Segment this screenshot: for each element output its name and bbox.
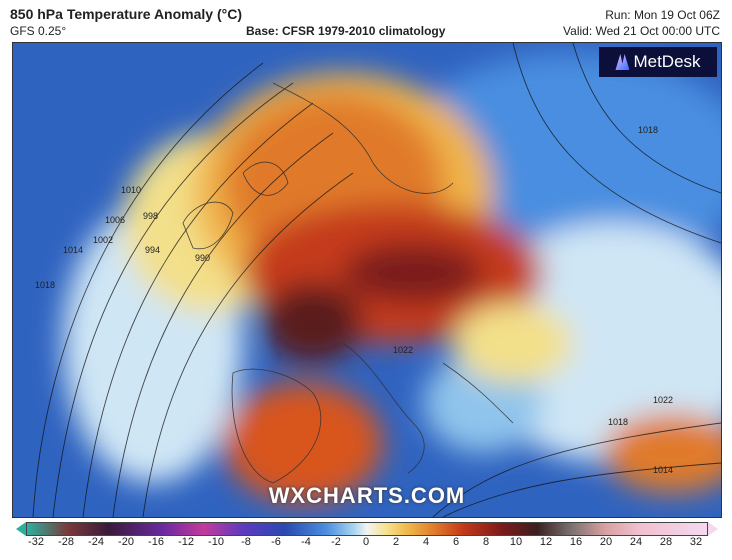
colorbar-tick-label: -12 xyxy=(178,536,194,548)
colorbar-tick-label: 20 xyxy=(599,536,613,548)
colorbar-left-arrow xyxy=(16,522,26,536)
isobar-label: 1018 xyxy=(608,417,628,427)
model-label: GFS 0.25° xyxy=(10,24,67,38)
run-time-label: Run: Mon 19 Oct 06Z xyxy=(605,8,720,22)
colorbar-tick-label: -32 xyxy=(28,536,44,548)
colorbar-tick-label: -4 xyxy=(301,536,311,548)
isobar-label: 1014 xyxy=(653,465,673,475)
colorbar-tick-label: 12 xyxy=(539,536,553,548)
isobar-label: 1002 xyxy=(93,235,113,245)
colorbar-ticks: -32 -28 -24 -20 -16 -12 -10 -8 -6 -4 -2 0 2 4 6 8 10 12 16… xyxy=(26,536,706,554)
colorbar-tick-label: -20 xyxy=(118,536,134,548)
metdesk-logo-text: MetDesk xyxy=(633,52,701,71)
chart-title: 850 hPa Temperature Anomaly (°C) xyxy=(10,6,242,22)
colorbar-tick-label: -16 xyxy=(148,536,164,548)
colorbar-tick-label: 4 xyxy=(422,536,430,548)
isobar-label: 1014 xyxy=(63,245,83,255)
climatology-base-label: Base: CFSR 1979-2010 climatology xyxy=(246,24,446,38)
colorbar-tick-label: 32 xyxy=(689,536,703,548)
isobar-label: 1006 xyxy=(105,215,125,225)
anomaly-field xyxy=(63,53,721,503)
isobar-label: 994 xyxy=(145,245,160,255)
isobar-label: 1010 xyxy=(121,185,141,195)
colorbar-tick-label: 10 xyxy=(509,536,523,548)
map-canvas: 1002 1010 1006 998 994 990 1014 1018 102… xyxy=(13,43,721,517)
colorbar-tick-label: -2 xyxy=(331,536,341,548)
coastlines xyxy=(182,82,514,484)
valid-time-label: Valid: Wed 21 Oct 00:00 UTC xyxy=(563,24,720,38)
isobar-lines xyxy=(32,43,721,517)
colorbar-tick-label: -24 xyxy=(88,536,104,548)
metdesk-logo: MetDesk xyxy=(599,47,717,77)
colorbar-tick-label: 2 xyxy=(392,536,400,548)
isobar-label: 1018 xyxy=(638,125,658,135)
colorbar-tick-label: -28 xyxy=(58,536,74,548)
isobar-label: 1022 xyxy=(393,345,413,355)
colorbar-right-arrow xyxy=(708,522,718,536)
temperature-anomaly-map[interactable]: 1002 1010 1006 998 994 990 1014 1018 102… xyxy=(12,42,722,518)
isobar-label: 1022 xyxy=(653,395,673,405)
colorbar-tick-label: -8 xyxy=(241,536,251,548)
colorbar-tick-label: -6 xyxy=(271,536,281,548)
colorbar xyxy=(26,522,708,536)
colorbar-tick-label: 24 xyxy=(629,536,643,548)
colorbar-tick-label: 6 xyxy=(452,536,460,548)
wxcharts-watermark: WXCHARTS.COM xyxy=(268,483,466,508)
colorbar-tick-label: -10 xyxy=(208,536,224,548)
colorbar-tick-label: 28 xyxy=(659,536,673,548)
colorbar-tick-label: 16 xyxy=(569,536,583,548)
metdesk-logo-icon xyxy=(615,54,630,70)
isobar-label: 1018 xyxy=(35,280,55,290)
colorbar-tick-label: 8 xyxy=(482,536,490,548)
isobar-label: 998 xyxy=(143,211,158,221)
isobar-label: 990 xyxy=(195,253,210,263)
colorbar-tick-label: 0 xyxy=(362,536,370,548)
